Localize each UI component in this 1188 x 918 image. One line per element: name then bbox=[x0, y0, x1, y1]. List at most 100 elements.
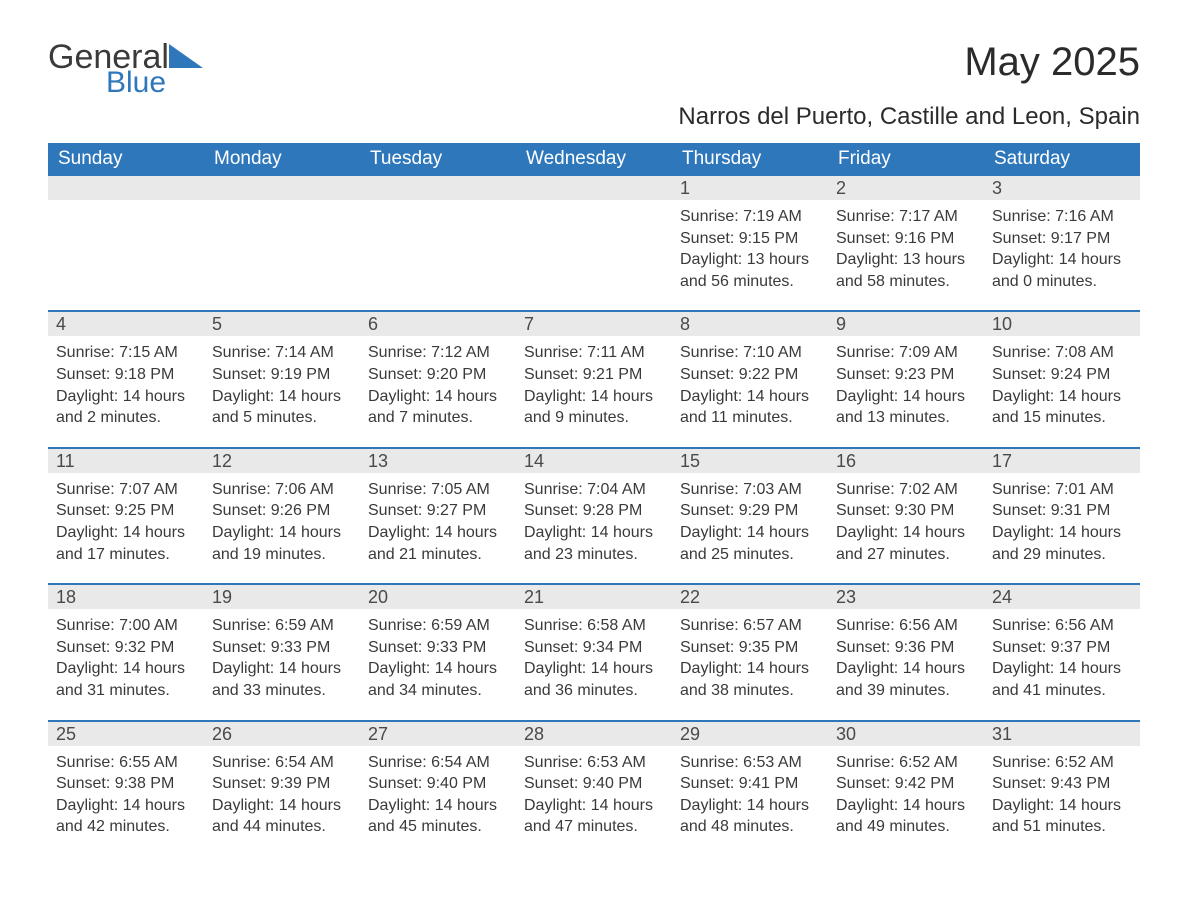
weekday-header: Sunday bbox=[48, 143, 204, 176]
day-number: 29 bbox=[672, 722, 828, 746]
day-info-line: Daylight: 14 hours bbox=[992, 249, 1132, 271]
calendar-day-cell: 10Sunrise: 7:08 AMSunset: 9:24 PMDayligh… bbox=[984, 311, 1140, 447]
brand-word2: Blue bbox=[106, 68, 169, 98]
day-body: Sunrise: 7:02 AMSunset: 9:30 PMDaylight:… bbox=[828, 473, 984, 583]
day-number: 15 bbox=[672, 449, 828, 473]
day-number: 18 bbox=[48, 585, 204, 609]
day-info-line: Sunrise: 7:11 AM bbox=[524, 342, 664, 364]
day-info-line: and 47 minutes. bbox=[524, 816, 664, 838]
day-info-line: and 36 minutes. bbox=[524, 680, 664, 702]
calendar-day-cell: 14Sunrise: 7:04 AMSunset: 9:28 PMDayligh… bbox=[516, 448, 672, 584]
calendar-day-cell bbox=[516, 176, 672, 311]
brand-triangle-icon bbox=[169, 44, 203, 73]
day-info-line: and 25 minutes. bbox=[680, 544, 820, 566]
day-info-line: Sunset: 9:42 PM bbox=[836, 773, 976, 795]
day-number: 4 bbox=[48, 312, 204, 336]
day-body: Sunrise: 6:54 AMSunset: 9:40 PMDaylight:… bbox=[360, 746, 516, 856]
day-body: Sunrise: 7:16 AMSunset: 9:17 PMDaylight:… bbox=[984, 200, 1140, 310]
brand-text: General Blue bbox=[48, 40, 169, 98]
calendar-day-cell bbox=[360, 176, 516, 311]
day-body: Sunrise: 6:52 AMSunset: 9:42 PMDaylight:… bbox=[828, 746, 984, 856]
day-info-line: and 45 minutes. bbox=[368, 816, 508, 838]
day-info-line: Daylight: 14 hours bbox=[836, 522, 976, 544]
day-number: 26 bbox=[204, 722, 360, 746]
day-body: Sunrise: 7:08 AMSunset: 9:24 PMDaylight:… bbox=[984, 336, 1140, 446]
day-info-line: Sunset: 9:16 PM bbox=[836, 228, 976, 250]
day-number: 5 bbox=[204, 312, 360, 336]
day-info-line: Daylight: 14 hours bbox=[524, 386, 664, 408]
day-info-line: Sunset: 9:26 PM bbox=[212, 500, 352, 522]
day-body: Sunrise: 7:14 AMSunset: 9:19 PMDaylight:… bbox=[204, 336, 360, 446]
day-info-line: Sunset: 9:34 PM bbox=[524, 637, 664, 659]
day-info-line: and 44 minutes. bbox=[212, 816, 352, 838]
day-number: 12 bbox=[204, 449, 360, 473]
day-body: Sunrise: 7:17 AMSunset: 9:16 PMDaylight:… bbox=[828, 200, 984, 310]
day-info-line: Daylight: 13 hours bbox=[836, 249, 976, 271]
day-info-line: and 27 minutes. bbox=[836, 544, 976, 566]
day-info-line: Sunrise: 7:17 AM bbox=[836, 206, 976, 228]
day-info-line: Sunrise: 7:00 AM bbox=[56, 615, 196, 637]
calendar-day-cell: 22Sunrise: 6:57 AMSunset: 9:35 PMDayligh… bbox=[672, 584, 828, 720]
calendar-week-row: 18Sunrise: 7:00 AMSunset: 9:32 PMDayligh… bbox=[48, 584, 1140, 720]
day-body: Sunrise: 6:57 AMSunset: 9:35 PMDaylight:… bbox=[672, 609, 828, 719]
day-info-line: Daylight: 14 hours bbox=[680, 658, 820, 680]
day-info-line: Sunrise: 6:57 AM bbox=[680, 615, 820, 637]
day-number: 8 bbox=[672, 312, 828, 336]
day-body: Sunrise: 7:04 AMSunset: 9:28 PMDaylight:… bbox=[516, 473, 672, 583]
day-info-line: Sunrise: 6:56 AM bbox=[836, 615, 976, 637]
calendar-day-cell: 5Sunrise: 7:14 AMSunset: 9:19 PMDaylight… bbox=[204, 311, 360, 447]
day-number: 20 bbox=[360, 585, 516, 609]
calendar-header-row: SundayMondayTuesdayWednesdayThursdayFrid… bbox=[48, 143, 1140, 176]
day-info-line: and 11 minutes. bbox=[680, 407, 820, 429]
weekday-header: Friday bbox=[828, 143, 984, 176]
day-body: Sunrise: 7:07 AMSunset: 9:25 PMDaylight:… bbox=[48, 473, 204, 583]
day-number: 19 bbox=[204, 585, 360, 609]
day-info-line: Daylight: 14 hours bbox=[836, 795, 976, 817]
calendar-day-cell: 30Sunrise: 6:52 AMSunset: 9:42 PMDayligh… bbox=[828, 721, 984, 856]
day-info-line: Sunrise: 7:09 AM bbox=[836, 342, 976, 364]
day-info-line: Sunset: 9:24 PM bbox=[992, 364, 1132, 386]
title-block: May 2025 Narros del Puerto, Castille and… bbox=[678, 40, 1140, 131]
calendar-day-cell: 20Sunrise: 6:59 AMSunset: 9:33 PMDayligh… bbox=[360, 584, 516, 720]
day-body: Sunrise: 6:56 AMSunset: 9:36 PMDaylight:… bbox=[828, 609, 984, 719]
day-number: 24 bbox=[984, 585, 1140, 609]
day-info-line: Sunrise: 6:59 AM bbox=[212, 615, 352, 637]
day-info-line: Sunrise: 7:14 AM bbox=[212, 342, 352, 364]
day-body: Sunrise: 7:19 AMSunset: 9:15 PMDaylight:… bbox=[672, 200, 828, 310]
day-info-line: and 2 minutes. bbox=[56, 407, 196, 429]
day-info-line: Sunrise: 7:07 AM bbox=[56, 479, 196, 501]
day-info-line: Daylight: 14 hours bbox=[212, 658, 352, 680]
weekday-header: Monday bbox=[204, 143, 360, 176]
day-info-line: Daylight: 14 hours bbox=[524, 795, 664, 817]
day-info-line: and 42 minutes. bbox=[56, 816, 196, 838]
day-info-line: Sunrise: 7:10 AM bbox=[680, 342, 820, 364]
day-info-line: and 58 minutes. bbox=[836, 271, 976, 293]
day-info-line: and 13 minutes. bbox=[836, 407, 976, 429]
day-info-line: and 33 minutes. bbox=[212, 680, 352, 702]
day-body: Sunrise: 7:03 AMSunset: 9:29 PMDaylight:… bbox=[672, 473, 828, 583]
day-info-line: Sunset: 9:43 PM bbox=[992, 773, 1132, 795]
calendar-body: 1Sunrise: 7:19 AMSunset: 9:15 PMDaylight… bbox=[48, 176, 1140, 856]
day-info-line: Daylight: 14 hours bbox=[368, 522, 508, 544]
brand-logo: General Blue bbox=[48, 40, 203, 98]
day-info-line: Daylight: 14 hours bbox=[212, 795, 352, 817]
day-info-line: Sunset: 9:19 PM bbox=[212, 364, 352, 386]
day-info-line: Sunset: 9:15 PM bbox=[680, 228, 820, 250]
day-body: Sunrise: 6:56 AMSunset: 9:37 PMDaylight:… bbox=[984, 609, 1140, 719]
calendar-day-cell bbox=[48, 176, 204, 311]
day-info-line: Daylight: 14 hours bbox=[56, 522, 196, 544]
day-info-line: Sunrise: 7:08 AM bbox=[992, 342, 1132, 364]
calendar-day-cell: 25Sunrise: 6:55 AMSunset: 9:38 PMDayligh… bbox=[48, 721, 204, 856]
calendar-day-cell: 15Sunrise: 7:03 AMSunset: 9:29 PMDayligh… bbox=[672, 448, 828, 584]
day-info-line: Sunset: 9:21 PM bbox=[524, 364, 664, 386]
day-info-line: Daylight: 14 hours bbox=[56, 386, 196, 408]
day-info-line: Sunrise: 7:16 AM bbox=[992, 206, 1132, 228]
day-info-line: Daylight: 14 hours bbox=[992, 386, 1132, 408]
calendar-day-cell bbox=[204, 176, 360, 311]
day-body: Sunrise: 6:55 AMSunset: 9:38 PMDaylight:… bbox=[48, 746, 204, 856]
calendar-day-cell: 13Sunrise: 7:05 AMSunset: 9:27 PMDayligh… bbox=[360, 448, 516, 584]
day-info-line: Daylight: 14 hours bbox=[836, 386, 976, 408]
calendar-day-cell: 6Sunrise: 7:12 AMSunset: 9:20 PMDaylight… bbox=[360, 311, 516, 447]
day-number: 28 bbox=[516, 722, 672, 746]
day-info-line: Sunset: 9:37 PM bbox=[992, 637, 1132, 659]
